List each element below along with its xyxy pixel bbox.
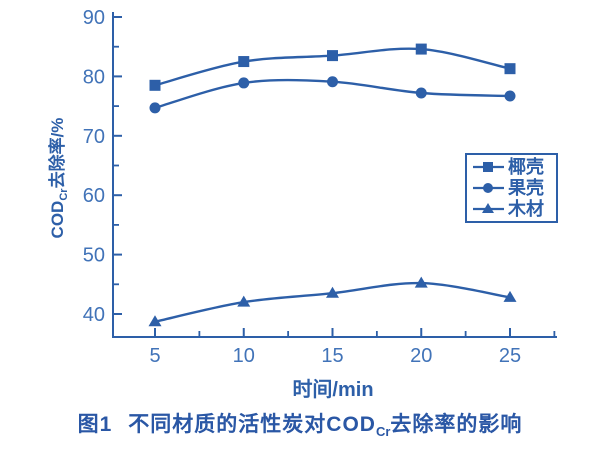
- x-tick-label: 20: [410, 345, 432, 367]
- caption-subscript: Cr: [375, 424, 391, 440]
- series-1-square-marker: [504, 63, 516, 75]
- series-2-circle-marker: [238, 77, 250, 89]
- legend-label: 果壳: [508, 177, 544, 198]
- series-2-circle-marker: [327, 76, 338, 88]
- series-1-square-marker: [149, 79, 161, 91]
- legend-triangle: [482, 202, 494, 213]
- series-2-circle-marker: [504, 90, 516, 102]
- axis-line: [112, 12, 557, 338]
- legend-circle-marker-icon: [473, 182, 504, 193]
- legend-triangle-marker-icon: [473, 202, 504, 213]
- x-axis-title: 时间/min: [292, 378, 373, 401]
- y-tick-label: 60: [83, 185, 105, 207]
- legend-square: [483, 162, 493, 173]
- series-3-triangle-marker: [414, 276, 428, 288]
- caption-number: 图1: [77, 413, 113, 436]
- series-3-triangle-marker: [237, 295, 251, 307]
- y-tick-label: 90: [83, 7, 105, 29]
- legend-item-fruit-shell: 果壳: [472, 178, 553, 198]
- series-1-square-marker: [238, 56, 250, 68]
- series-2-circle-marker: [149, 102, 161, 114]
- y-tick-label: 70: [83, 126, 105, 148]
- y-axis-ticks: 40 50 60 70 80 90: [83, 7, 122, 326]
- series-3-triangle-marker: [326, 286, 339, 298]
- y-axis-title: CODCr去除率/%: [47, 118, 70, 239]
- axes: [112, 12, 557, 338]
- caption-text-post: 去除率的影响: [390, 413, 523, 436]
- x-tick-label: 10: [233, 345, 255, 367]
- y-tick-label: 80: [83, 66, 105, 88]
- y-tick-label: 40: [83, 304, 105, 326]
- x-tick-label: 15: [321, 345, 343, 367]
- line-chart: 40 50 60 70 80 90 5 10 15 20 25 时间/min CODCr去除率/%: [47, 7, 557, 401]
- legend: 椰壳 果壳 木材: [465, 153, 558, 223]
- x-axis-ticks: 5 10 15 20 25: [149, 328, 556, 367]
- x-tick-label: 25: [499, 345, 521, 367]
- y-tick-label: 50: [83, 245, 105, 267]
- legend-label: 木材: [508, 198, 544, 219]
- legend-item-wood: 木材: [472, 199, 553, 219]
- data-series: [148, 43, 517, 327]
- series-2-circle-marker: [415, 87, 427, 99]
- legend-label: 椰壳: [508, 157, 544, 178]
- legend-item-coconut-shell: 椰壳: [472, 157, 553, 177]
- caption-text-pre: 不同材质的活性炭对COD: [128, 413, 376, 436]
- y-axis-title-subscript: Cr: [58, 188, 70, 201]
- y-axis-title-main: COD: [48, 201, 67, 239]
- figure-caption: 图1 不同材质的活性炭对CODCr去除率的影响: [0, 412, 600, 440]
- series-3-triangle-marker: [148, 315, 162, 327]
- series-3-triangle-marker: [503, 290, 517, 302]
- y-axis-title-rest: 去除率/%: [47, 118, 67, 189]
- series-1-square-marker: [327, 50, 338, 62]
- legend-circle: [483, 182, 493, 193]
- legend-square-marker-icon: [473, 162, 504, 173]
- series-1-square-marker: [415, 43, 427, 55]
- x-tick-label: 5: [149, 345, 160, 367]
